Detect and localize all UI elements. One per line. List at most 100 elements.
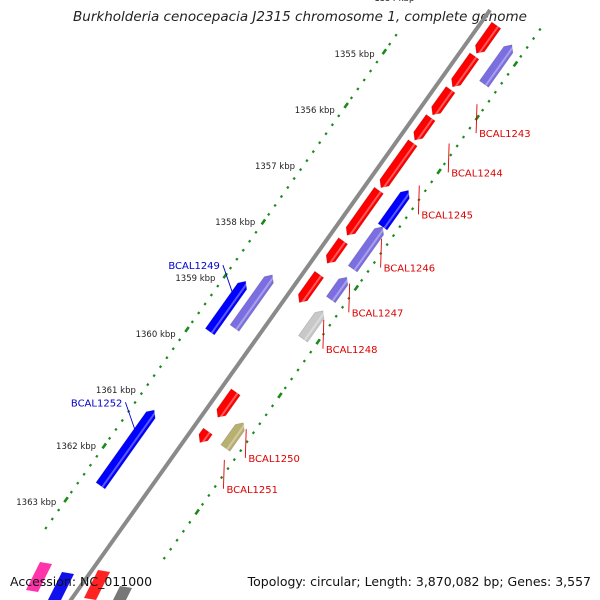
tick-label: 1357 kbp: [255, 162, 295, 172]
tick-dot: [139, 391, 143, 396]
gene-layer: [95, 21, 515, 490]
tick-dot: [394, 33, 398, 37]
tick-dot: [175, 538, 179, 542]
tick-layer: 1354 kbp 1355 kbp 1356 kbp 1357 kbp 1358 kbp…: [16, 0, 542, 560]
gene-label-bcal1250[interactable]: BCAL1250: [248, 454, 300, 465]
gene-arrow-g-1248[interactable]: [297, 310, 325, 343]
gene-label-bcal1245[interactable]: BCAL1245: [421, 210, 473, 221]
tick-dot: [57, 508, 61, 512]
leader-line: [475, 104, 478, 134]
tick-dot: [188, 520, 192, 524]
gene-arrow-g-1249b[interactable]: [204, 280, 248, 336]
gene-arrow-g-fwd-3[interactable]: [431, 85, 456, 116]
gene-highlight: [383, 191, 412, 229]
tick-dot: [337, 114, 341, 118]
tick-dot: [328, 323, 332, 327]
gene-arrow-g-fwd-7[interactable]: [325, 237, 349, 264]
gene-arrow-g-1249a[interactable]: [229, 274, 274, 332]
tick-dot: [290, 377, 294, 381]
gene-fragment-frag-grey[interactable]: [106, 586, 132, 600]
gene-arrow-g-fwd-1[interactable]: [474, 21, 502, 54]
tick-dot: [388, 42, 392, 46]
tick-dot: [120, 418, 124, 423]
gene-highlight: [303, 311, 326, 341]
gene-highlight: [453, 56, 478, 89]
tick-dot: [264, 413, 268, 417]
tick-label: 1356 kbp: [295, 106, 335, 116]
tick-dot: [169, 547, 173, 551]
gene-highlight: [210, 281, 249, 334]
gene-arrow-g-1252[interactable]: [95, 409, 156, 490]
gene-arrow-g-fwd-4[interactable]: [413, 113, 436, 141]
tick-dot: [254, 230, 258, 234]
gene-label-bcal1247[interactable]: BCAL1247: [352, 308, 404, 319]
tick-dot: [216, 284, 220, 288]
chromosome-backbone: [68, 8, 492, 600]
tick-dot: [500, 81, 504, 85]
gene-arrow-g-fwd-10[interactable]: [198, 427, 213, 443]
gene-label-bcal1243[interactable]: BCAL1243: [479, 129, 531, 140]
leader-line: [380, 238, 382, 268]
gene-arrow-g-1243[interactable]: [478, 44, 514, 88]
tick-dot: [404, 216, 408, 220]
tick-label: 1358 kbp: [215, 218, 255, 228]
gene-arrow-g-fwd-2[interactable]: [451, 52, 480, 88]
tick-dot: [277, 392, 283, 399]
tick-dot: [178, 338, 182, 342]
tick-dot: [146, 383, 150, 387]
tick-dot: [101, 442, 108, 450]
tick-dot: [203, 302, 207, 306]
tick-dot: [158, 365, 163, 369]
tick-dot: [455, 144, 459, 148]
leader-line: [417, 185, 420, 215]
tick-dot: [181, 529, 185, 533]
tick-dot: [239, 449, 243, 453]
gene-highlight: [415, 118, 434, 142]
gene-label-bcal1251[interactable]: BCAL1251: [226, 485, 278, 496]
tick-dot: [197, 311, 201, 315]
leader-line: [222, 264, 233, 294]
gene-arrow-g-1250[interactable]: [220, 422, 245, 452]
tick-dot: [436, 168, 442, 175]
tick-label: 1363 kbp: [16, 498, 56, 508]
tick-dot: [468, 126, 472, 130]
tick-dot: [152, 374, 156, 378]
tick-dot: [235, 257, 239, 261]
gene-arrow-g-fwd-9[interactable]: [216, 388, 241, 418]
tick-dot: [309, 350, 313, 354]
tick-dot: [95, 454, 99, 458]
gene-label-bcal1252[interactable]: BCAL1252: [71, 398, 123, 409]
tick-dot: [324, 132, 328, 136]
gene-arrow-g-fwd-6[interactable]: [345, 186, 384, 236]
tick-label: 1362 kbp: [56, 442, 96, 452]
tick-dot: [171, 347, 175, 351]
gene-fragment-frag-magenta[interactable]: [26, 562, 52, 592]
tick-dot: [273, 203, 277, 208]
tick-dot: [305, 159, 309, 163]
gene-fragment-frag-red[interactable]: [84, 570, 110, 600]
tick-dot: [283, 386, 287, 390]
genome-summary-text: Topology: circular; Length: 3,870,082 bp…: [247, 574, 591, 589]
tick-dot: [76, 481, 80, 485]
label-layer: BCAL1243 BCAL1244 BCAL1245 BCAL1246 BCAL1247…: [71, 104, 531, 496]
gene-arrow-g-1247[interactable]: [325, 276, 349, 304]
tick-label: 1361 kbp: [96, 386, 136, 396]
gene-label-bcal1246[interactable]: BCAL1246: [384, 264, 436, 275]
tick-dot: [398, 225, 402, 229]
gene-arrow-g-fwd-5[interactable]: [379, 139, 418, 189]
tick-dot: [356, 87, 360, 91]
gene-arrow-g-fwd-8[interactable]: [297, 270, 325, 303]
tick-dot: [82, 472, 86, 476]
gene-fragment-frag-blue[interactable]: [48, 572, 74, 600]
gene-highlight: [485, 45, 515, 86]
gene-arrow-g-1245[interactable]: [377, 189, 410, 231]
gene-highlight: [218, 392, 239, 420]
tick-dot: [410, 207, 415, 211]
gene-label-bcal1248[interactable]: BCAL1248: [326, 345, 378, 356]
gene-label-bcal1249[interactable]: BCAL1249: [168, 261, 220, 272]
tick-dot: [381, 48, 388, 55]
tick-dot: [375, 60, 379, 64]
gene-arrow-g-1246[interactable]: [347, 226, 385, 273]
gene-label-bcal1244[interactable]: BCAL1244: [451, 168, 503, 179]
tick-dot: [298, 167, 303, 172]
